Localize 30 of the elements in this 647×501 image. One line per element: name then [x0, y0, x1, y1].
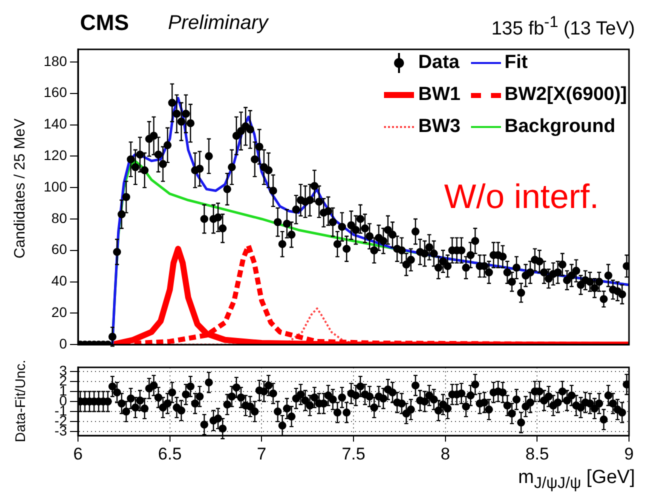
- x-tick-label: 6.5: [158, 444, 182, 464]
- y-tick-label: 100: [44, 178, 68, 194]
- y-tick-label: 180: [44, 52, 68, 69]
- x-tick-label: 8.5: [525, 444, 549, 464]
- y-tick-label: 40: [51, 272, 68, 289]
- legend-label: BW2[X(6900)]: [504, 84, 627, 106]
- y-tick-label: 160: [44, 84, 68, 100]
- y-tick-label: 120: [44, 147, 68, 164]
- y-tick-label: 140: [44, 116, 68, 132]
- legend-label: Data: [418, 52, 460, 74]
- y-axis-title: Candidates / 25 MeV: [12, 118, 28, 258]
- x-tick-label: 8: [440, 444, 450, 464]
- y-tick-label: 20: [51, 304, 68, 320]
- chart-title: CMS: [80, 10, 129, 36]
- y-tick-label: 0: [59, 335, 68, 352]
- chart-subtitle: Preliminary: [168, 12, 268, 35]
- y-tick-label: 80: [51, 210, 68, 226]
- text: 135 fb$^{-1}$ (13 TeV): [491, 14, 635, 40]
- y-axis-title: Data-Fit/Unc.: [12, 360, 28, 442]
- x-tick-label: 7.5: [342, 444, 366, 464]
- legend-label: BW1: [418, 84, 461, 106]
- x-axis-title: m$_{J/ψJ/ψ}$ [GeV]: [518, 467, 635, 493]
- x-tick-label: 9: [624, 444, 634, 464]
- x-tick-label: 7: [256, 444, 266, 464]
- legend-label: Background: [504, 116, 616, 138]
- annotation: W/o interf.: [444, 178, 599, 217]
- y-tick-label: 60: [51, 241, 68, 258]
- legend-label: BW3: [418, 116, 461, 138]
- x-tick-label: 6: [73, 444, 83, 464]
- legend-label: Fit: [504, 52, 528, 74]
